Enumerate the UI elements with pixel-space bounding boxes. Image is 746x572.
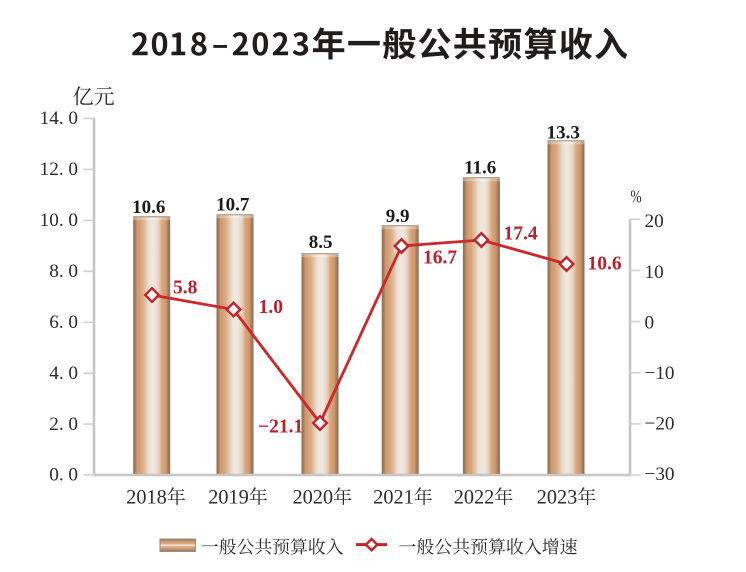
svg-text:8.5: 8.5 xyxy=(309,232,333,253)
svg-text:13.3: 13.3 xyxy=(547,122,580,143)
svg-text:10.6: 10.6 xyxy=(588,253,622,274)
svg-text:17.4: 17.4 xyxy=(504,224,538,245)
svg-text:0: 0 xyxy=(645,312,655,333)
svg-text:16.7: 16.7 xyxy=(423,248,457,269)
svg-text:14. 0: 14. 0 xyxy=(40,108,78,129)
svg-text:1.0: 1.0 xyxy=(259,297,283,318)
svg-text:−21.1: −21.1 xyxy=(258,416,303,437)
svg-text:10. 0: 10. 0 xyxy=(40,210,78,231)
svg-text:10.6: 10.6 xyxy=(132,197,165,218)
svg-text:11.6: 11.6 xyxy=(464,158,496,179)
svg-text:20: 20 xyxy=(645,211,664,232)
svg-text:−30: −30 xyxy=(645,464,675,485)
svg-text:%: % xyxy=(630,188,641,207)
svg-text:−20: −20 xyxy=(645,414,675,435)
svg-text:2. 0: 2. 0 xyxy=(49,414,78,435)
svg-text:10: 10 xyxy=(645,262,664,283)
svg-text:9.9: 9.9 xyxy=(386,206,410,227)
svg-text:5.8: 5.8 xyxy=(173,277,198,298)
svg-text:6. 0: 6. 0 xyxy=(49,312,78,333)
svg-text:−10: −10 xyxy=(645,363,675,384)
svg-text:8. 0: 8. 0 xyxy=(49,261,78,282)
svg-text:10.7: 10.7 xyxy=(216,195,250,216)
svg-text:0. 0: 0. 0 xyxy=(49,465,78,486)
svg-text:4. 0: 4. 0 xyxy=(49,363,78,384)
svg-text:12. 0: 12. 0 xyxy=(40,159,78,180)
